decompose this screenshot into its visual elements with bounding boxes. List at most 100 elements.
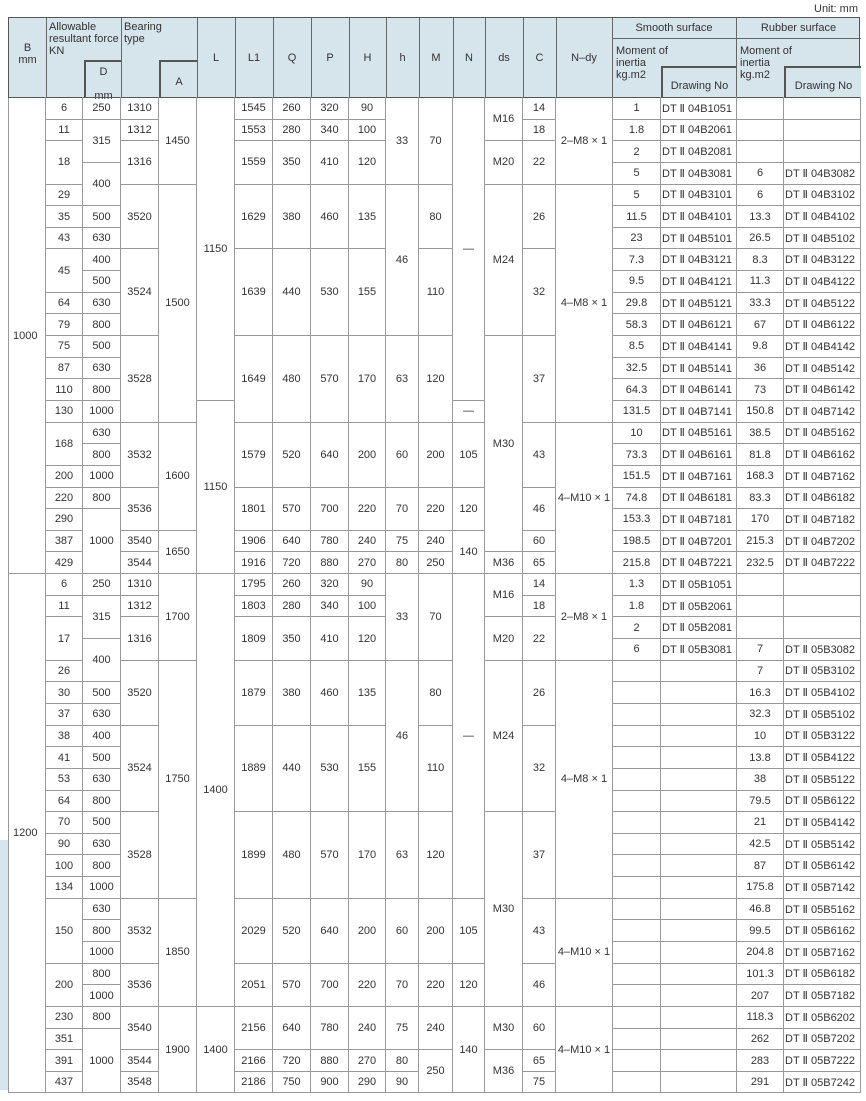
table-row: 150 630 3532 1850 2029 520 640 200 60 200 105 43 4–M… xyxy=(9,897,861,1007)
cell-smooth-moment xyxy=(612,1070,661,1094)
cell-d: 800 xyxy=(82,443,121,466)
cell-h: 90 xyxy=(348,573,386,596)
cell-smooth-moment xyxy=(612,789,661,813)
cell-smooth-drawing: DT Ⅱ 05B3081 xyxy=(660,638,737,661)
cell-d: 500 xyxy=(82,335,121,358)
cell-rubber-moment: 81.8 xyxy=(736,443,784,466)
cell-d: 1000 xyxy=(82,464,121,488)
cell-rubber-moment: 38.5 xyxy=(736,421,784,445)
cell-q: 640 xyxy=(272,1005,311,1051)
cell-f: 30 xyxy=(45,681,83,704)
cell-smooth-drawing: DT Ⅱ 04B3101 xyxy=(660,183,737,207)
cell-smooth-drawing: DT Ⅱ 04B4121 xyxy=(660,270,737,293)
cell-n: 120 xyxy=(452,486,485,531)
cell-f: 41 xyxy=(45,746,83,769)
cell-bt: 3532 xyxy=(120,897,159,964)
cell-smooth-drawing: DT Ⅱ 04B5141 xyxy=(660,356,737,380)
cell-smooth-drawing: DT Ⅱ 04B1051 xyxy=(660,97,737,120)
cell-smooth-drawing xyxy=(660,789,737,813)
cell-m: 250 xyxy=(418,551,453,575)
cell-smooth-moment xyxy=(612,767,661,791)
table-row: 200 800 3536 2051 570 700 220 70 220 120 46 101.3 DT… xyxy=(9,962,861,1007)
cell-rubber-moment: 204.8 xyxy=(736,940,784,964)
cell-smooth-moment xyxy=(612,724,661,748)
cell-smooth-moment: 1.8 xyxy=(612,118,661,142)
cell-rubber-moment: 262 xyxy=(736,1027,784,1051)
cell-f: 70 xyxy=(45,811,83,834)
cell-h: 100 xyxy=(348,118,386,142)
cell-f: 351 xyxy=(45,1027,83,1051)
cell-smooth-moment: 131.5 xyxy=(612,399,661,423)
cell-ndy: 4–M10 × 1 xyxy=(555,897,613,1007)
cell-h: 46 xyxy=(385,659,419,813)
cell-bt: 3540 xyxy=(120,1005,159,1051)
cell-smooth-drawing xyxy=(660,746,737,769)
cell-rubber-moment xyxy=(736,118,784,142)
cell-smooth-drawing: DT Ⅱ 04B3081 xyxy=(660,161,737,185)
cell-q: 380 xyxy=(272,659,311,726)
table-row: 18 1316 1559 350 410 120 M20 22 2 DT Ⅱ 04B2081 xyxy=(9,140,861,185)
cell-smooth-drawing xyxy=(660,724,737,748)
cell-rubber-moment xyxy=(736,616,784,640)
cell-q: 440 xyxy=(272,248,311,337)
table-row: 220 800 3536 1801 570 700 220 70 220 120 46 74.8 DT … xyxy=(9,486,861,531)
cell-d: 800 xyxy=(82,962,121,986)
cell-d: 630 xyxy=(82,767,121,791)
table-row: 1200 6 250 1310 1700 1400 1795 260 320 90 33 70— M16… xyxy=(8,573,861,1094)
cell-f: 35 xyxy=(45,205,83,228)
table-row: 41 500 13.8 DT Ⅱ 05B4122 xyxy=(9,746,861,769)
cell-rubber-drawing xyxy=(783,573,861,596)
cell-h: 170 xyxy=(348,335,386,423)
cell-smooth-drawing: DT Ⅱ 04B7181 xyxy=(660,508,737,531)
cell-l: 1400 xyxy=(196,573,235,1007)
cell-d: 630 xyxy=(82,832,121,856)
cell-m: 120 xyxy=(418,811,453,899)
cell-h: 200 xyxy=(348,421,386,488)
cell-smooth-drawing xyxy=(660,702,737,726)
cell-f: 6 xyxy=(45,97,83,120)
cell-rubber-moment: 150.8 xyxy=(736,399,784,423)
cell-l1: 1579 xyxy=(234,421,273,488)
cell-smooth-drawing: DT Ⅱ 04B7201 xyxy=(660,529,737,553)
cell-d: 250 xyxy=(82,573,121,596)
table-row: 35 500 11.5 DT Ⅱ 04B4101 13.3 DT Ⅱ 04B4102 xyxy=(9,205,861,228)
cell-c: 14 xyxy=(522,573,556,596)
cell-ndy: 4–M10 × 1 xyxy=(555,421,613,575)
cell-d: 800 xyxy=(82,854,121,878)
cell-m: 110 xyxy=(418,248,453,337)
cell-ds: M20 xyxy=(484,616,523,661)
cell-d: 1000 xyxy=(82,399,121,423)
cell-ds: M24 xyxy=(484,183,523,337)
cell-smooth-drawing xyxy=(660,832,737,856)
side-decoration xyxy=(0,840,8,1090)
header-h: h xyxy=(399,52,406,64)
cell-smooth-drawing: DT Ⅱ 05B1051 xyxy=(660,573,737,596)
cell-bt: 3536 xyxy=(120,486,159,531)
cell-smooth-drawing xyxy=(660,1049,737,1072)
cell-rubber-drawing: DT Ⅱ 04B7142 xyxy=(783,399,861,423)
cell-smooth-drawing: DT Ⅱ 04B7161 xyxy=(660,464,737,488)
cell-rubber-moment: 6 xyxy=(736,183,784,207)
cell-a: 1850 xyxy=(158,897,197,1007)
cell-f: 437 xyxy=(45,1070,83,1094)
cell-smooth-moment: 2 xyxy=(612,616,661,640)
cell-rubber-drawing: DT Ⅱ 04B6182 xyxy=(783,486,861,510)
cell-h: 46 xyxy=(385,183,419,337)
cell-f: 110 xyxy=(45,378,83,401)
cell-rubber-moment: 118.3 xyxy=(736,1005,784,1029)
cell-n: — xyxy=(452,399,485,423)
cell-f: 200 xyxy=(45,962,83,1007)
cell-bt: 3544 xyxy=(120,551,159,575)
cell-smooth-moment: 5 xyxy=(612,183,661,207)
cell-l1: 1559 xyxy=(234,140,273,185)
cell-c: 60 xyxy=(522,1005,556,1051)
cell-smooth-moment: 151.5 xyxy=(612,464,661,488)
cell-a: 1450 xyxy=(158,97,197,185)
cell-rubber-drawing: DT Ⅱ 05B4122 xyxy=(783,746,861,769)
table-row: 38 400 3524 1889 440 530 155 110 32 10 DT Ⅱ 05B312… xyxy=(9,724,861,813)
cell-d: 1000 xyxy=(82,508,121,575)
cell-l1: 1553 xyxy=(234,118,273,142)
cell-smooth-moment: 153.3 xyxy=(612,508,661,531)
cell-rubber-drawing: DT Ⅱ 04B5162 xyxy=(783,421,861,445)
cell-rubber-drawing: DT Ⅱ 05B6142 xyxy=(783,854,861,878)
